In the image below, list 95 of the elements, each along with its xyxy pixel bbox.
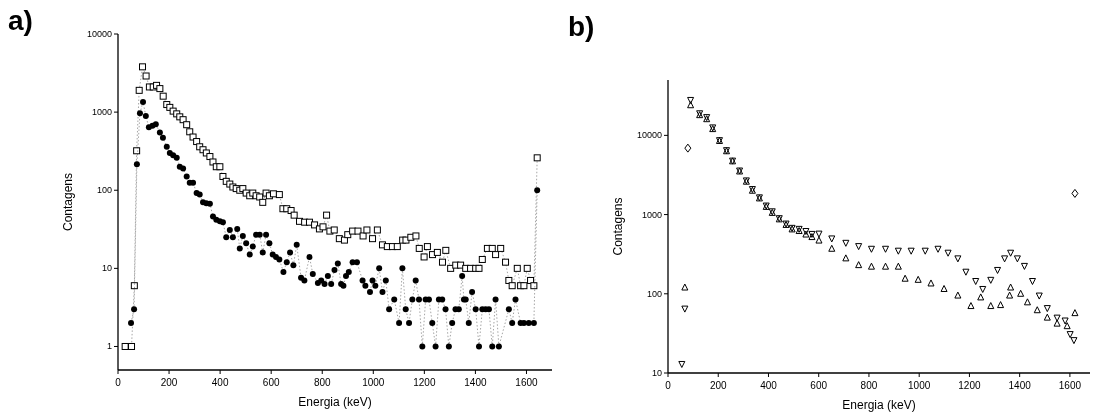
x-axis-title: Energia (keV) xyxy=(842,398,916,412)
point xyxy=(944,249,952,257)
y-tick-label: 1000 xyxy=(91,107,112,118)
point xyxy=(977,293,985,301)
point xyxy=(962,268,970,276)
point xyxy=(1020,262,1028,270)
point xyxy=(867,245,875,253)
point xyxy=(954,291,962,299)
point xyxy=(867,262,875,270)
y-tick-label: 10000 xyxy=(86,29,112,39)
point xyxy=(842,239,850,247)
point xyxy=(1001,255,1009,263)
x-tick-label: 0 xyxy=(665,380,672,391)
point xyxy=(681,305,689,313)
x-tick-label: 1200 xyxy=(958,380,981,391)
point xyxy=(1006,291,1014,299)
point xyxy=(894,247,902,255)
x-tick-label: 600 xyxy=(262,377,280,388)
point xyxy=(894,262,902,270)
x-tick-label: 200 xyxy=(709,380,728,391)
point xyxy=(927,279,935,287)
point xyxy=(1066,331,1074,339)
point xyxy=(687,101,695,109)
point xyxy=(1007,249,1015,257)
x-tick-label: 200 xyxy=(160,377,178,388)
y-tick-label: 1000 xyxy=(641,209,662,220)
x-tick-label: 1000 xyxy=(362,377,385,388)
x-tick-label: 600 xyxy=(810,380,828,391)
x-axis-title: Energia (keV) xyxy=(298,395,372,409)
y-tick-label: 10 xyxy=(101,263,112,274)
x-tick-label: 800 xyxy=(313,377,332,388)
point xyxy=(678,360,686,368)
point xyxy=(808,230,816,238)
chart-title: b) xyxy=(568,11,595,42)
point xyxy=(967,302,975,310)
x-tick-label: 1000 xyxy=(908,380,931,391)
y-tick-label: 10 xyxy=(651,368,662,378)
y-tick-label: 1 xyxy=(106,341,112,352)
point xyxy=(1017,289,1025,297)
point xyxy=(987,276,995,284)
point xyxy=(1043,313,1051,321)
y-tick-label: 10000 xyxy=(636,130,662,141)
x-tick-label: 800 xyxy=(860,380,878,391)
x-tick-label: 1400 xyxy=(464,377,487,388)
point xyxy=(1063,322,1071,330)
y-axis-title: Contagens xyxy=(61,172,75,232)
point xyxy=(1043,305,1051,313)
y-tick-label: 100 xyxy=(96,185,112,196)
point xyxy=(1013,255,1021,263)
point xyxy=(882,262,890,270)
point xyxy=(1035,292,1043,300)
point xyxy=(940,284,948,292)
point xyxy=(828,235,836,243)
point xyxy=(815,236,823,244)
point xyxy=(1071,188,1079,198)
point xyxy=(687,96,695,104)
point xyxy=(1071,309,1079,317)
chart-title: a) xyxy=(8,5,33,36)
point xyxy=(684,143,692,153)
point xyxy=(1053,314,1061,322)
point xyxy=(1028,278,1036,286)
y-tick-label: 100 xyxy=(646,288,662,299)
point xyxy=(828,244,836,252)
point xyxy=(994,266,1002,274)
x-tick-label: 1200 xyxy=(413,377,436,388)
x-tick-label: 0 xyxy=(115,377,122,388)
point xyxy=(808,233,816,241)
point xyxy=(855,243,863,251)
point xyxy=(1023,298,1031,306)
point xyxy=(815,230,823,238)
point xyxy=(997,301,1005,309)
x-tick-label: 400 xyxy=(211,377,229,388)
point xyxy=(979,285,987,293)
point xyxy=(882,245,890,253)
point xyxy=(842,254,850,262)
point xyxy=(907,247,915,255)
x-tick-label: 1400 xyxy=(1008,380,1032,391)
y-axis-title: Contagens xyxy=(611,197,625,256)
point xyxy=(972,278,980,286)
point xyxy=(855,261,863,269)
x-tick-label: 1600 xyxy=(1058,380,1082,391)
x-tick-label: 1600 xyxy=(515,377,539,388)
point xyxy=(934,245,942,253)
point xyxy=(901,274,909,282)
x-tick-label: 400 xyxy=(760,380,778,391)
point xyxy=(921,247,929,255)
point xyxy=(914,275,922,283)
point xyxy=(1053,319,1061,327)
point xyxy=(954,255,962,263)
point xyxy=(681,283,689,291)
point xyxy=(1061,317,1069,325)
point xyxy=(987,302,995,310)
point xyxy=(1033,306,1041,314)
point xyxy=(1007,283,1015,291)
point xyxy=(1070,337,1078,345)
